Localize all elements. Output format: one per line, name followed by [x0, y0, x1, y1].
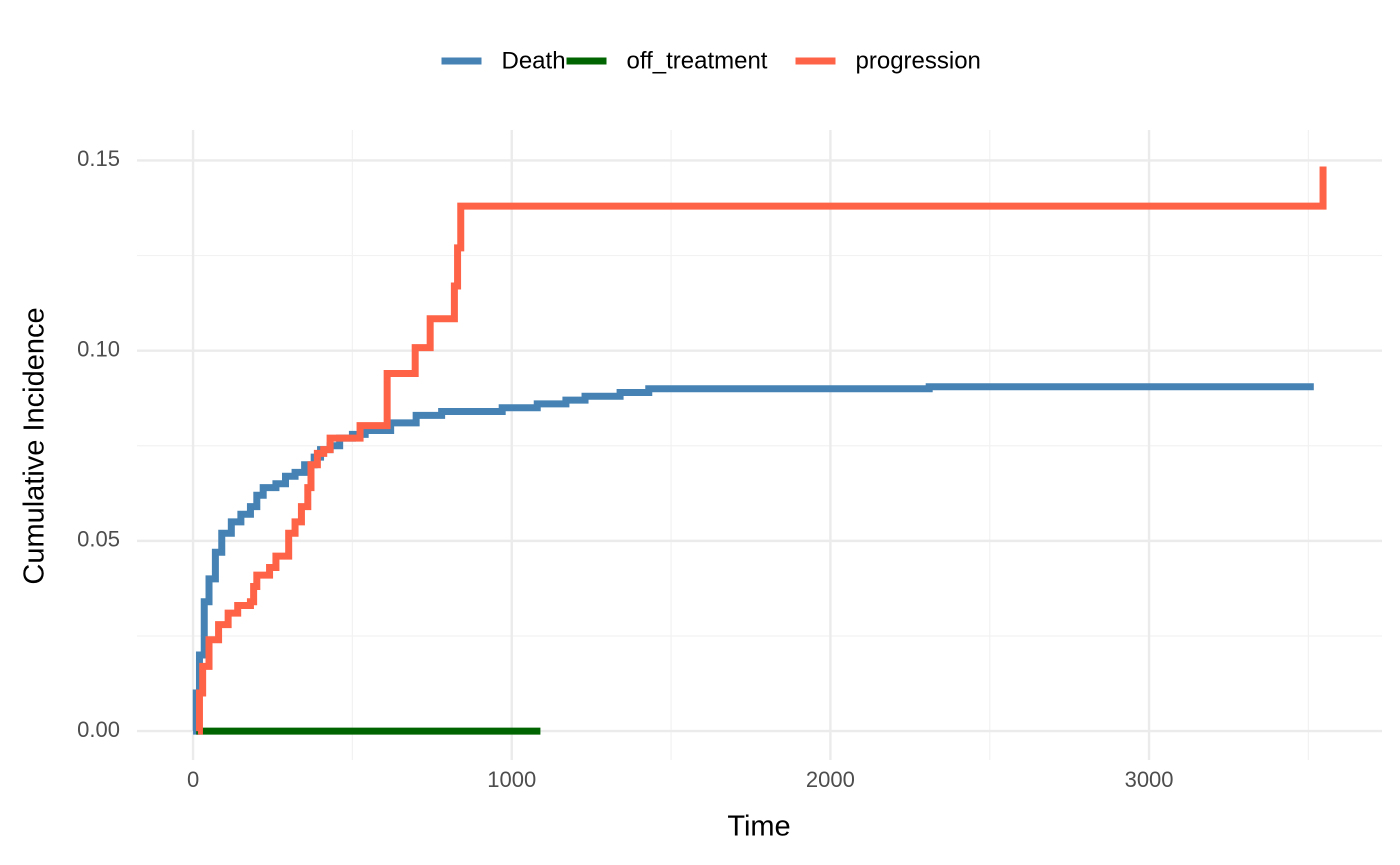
x-tick-label: 2000 — [806, 767, 855, 792]
legend-label: Death — [502, 47, 566, 74]
y-tick-label: 0.00 — [77, 717, 120, 742]
legend-label: off_treatment — [627, 47, 768, 74]
x-axis-title: Time — [727, 811, 790, 843]
x-tick-label: 3000 — [1125, 767, 1174, 792]
x-tick-label: 1000 — [487, 767, 536, 792]
series-line — [195, 166, 1327, 735]
y-axis-title: Cumulative Incidence — [19, 307, 51, 584]
y-tick-label: 0.15 — [77, 146, 120, 171]
y-tick-label: 0.10 — [77, 336, 120, 361]
y-tick-label: 0.05 — [77, 527, 120, 552]
legend-label: progression — [856, 47, 981, 74]
x-tick-label: 0 — [187, 767, 199, 792]
